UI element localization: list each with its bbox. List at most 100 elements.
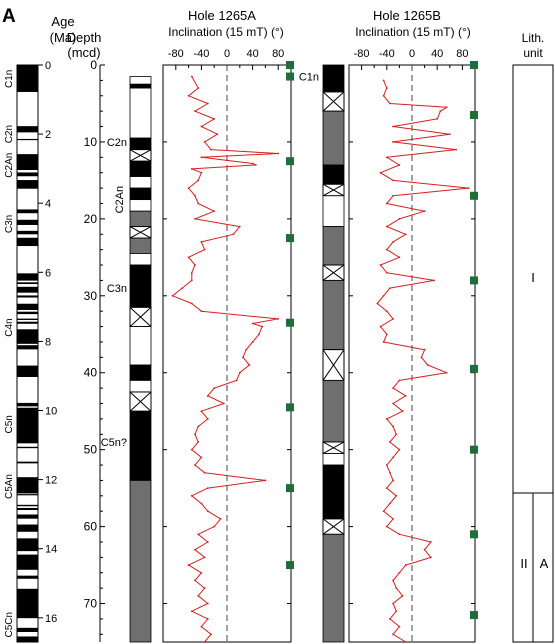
inclination-data-point: [392, 125, 394, 128]
age-normal-polarity-band: [17, 507, 38, 511]
inclination-data-point: [187, 564, 190, 566]
polarity-uncertain-band: [129, 237, 152, 254]
age-normal-polarity-band: [17, 365, 38, 377]
age-tick-label: 16: [45, 613, 57, 625]
sample-marker-square: [286, 318, 294, 327]
inclination-data-point: [398, 533, 401, 536]
inclination-data-point: [200, 502, 203, 505]
inclination-data-point: [392, 479, 394, 482]
inclination-data-point: [455, 148, 457, 151]
inclination-data-point: [392, 579, 394, 582]
inclination-data-point: [194, 464, 196, 466]
inclination-data-point: [190, 302, 193, 305]
polarity-normal-band: [129, 187, 152, 201]
inclination-data-point: [392, 633, 394, 636]
inclination-data-point: [206, 510, 209, 513]
inclination-data-point: [203, 141, 206, 143]
depth-tick-label: 20: [84, 212, 98, 226]
sample-marker-square: [470, 61, 478, 69]
polarity-uncertain-band: [322, 533, 345, 643]
inclination-data-point: [200, 410, 203, 413]
inclination-data-point: [398, 379, 401, 382]
inclination-data-point: [379, 264, 382, 266]
polarity-reversed-band: [129, 76, 152, 85]
inclination-data-point: [251, 322, 254, 325]
inclination-data-point: [401, 410, 404, 413]
polarity-normal-band: [129, 83, 152, 89]
age-normal-polarity-band: [17, 461, 38, 464]
inclination-data-point: [385, 417, 388, 420]
inclination-data-point: [206, 487, 209, 490]
inclination-data-point: [181, 287, 184, 290]
inclination-data-point: [187, 94, 190, 97]
inclination-data-point: [210, 633, 212, 636]
polarity-cross-line: [322, 183, 345, 197]
inclination-data-point: [404, 233, 407, 236]
age-tick-label: 8: [45, 336, 51, 348]
inclination-data-point: [194, 217, 196, 220]
inclination-data-point: [385, 225, 388, 228]
plot-x-tick-label: 80: [272, 48, 284, 60]
age-chron-label: C4n: [4, 318, 15, 336]
lith-unit-upper: I: [531, 270, 535, 285]
age-title-line2: (Ma): [50, 30, 77, 45]
lith-column: I II A: [512, 64, 554, 643]
plot-x-tick-label: -40: [379, 48, 395, 60]
inclination-data-point: [392, 317, 394, 320]
inclination-data-point: [197, 87, 200, 89]
sample-marker-square: [470, 111, 478, 120]
inclination-data-point: [200, 156, 203, 159]
polarity-normal-band: [129, 160, 152, 177]
sample-marker-square: [470, 364, 478, 373]
inclination-data-point: [197, 533, 200, 536]
polarity-uncertain-band: [129, 480, 152, 643]
inclination-data-point: [235, 379, 238, 382]
inclination-data-point: [261, 325, 264, 328]
depth-tick-label: 40: [84, 366, 98, 380]
inclination-data-point: [404, 641, 407, 643]
inclination-data-point: [242, 356, 244, 359]
polarity-reversed-band: [129, 87, 152, 139]
inclination-data-point: [187, 187, 190, 189]
age-tick-label: 6: [45, 267, 51, 279]
inclination-data-point: [385, 87, 388, 89]
inclination-data-point: [445, 106, 448, 109]
polarity-reversed-band: [322, 453, 345, 466]
inclination-data-point: [238, 371, 241, 374]
age-normal-polarity-band: [17, 538, 38, 552]
inclination-data-point: [385, 487, 388, 490]
inclination-data-point: [398, 625, 401, 628]
inclination-data-point: [395, 433, 398, 436]
plot-x-tick-label: 40: [246, 48, 258, 60]
depth-tick-label: 10: [84, 135, 98, 149]
inclination-data-point: [385, 310, 388, 313]
polarity-normal-band: [129, 264, 152, 308]
age-normal-polarity-band: [17, 311, 38, 315]
plot-x-tick-label: -40: [193, 48, 209, 60]
inclination-data-point: [251, 341, 254, 343]
inclination-data-point: [194, 110, 196, 113]
polarity-column-1265a: C2n C2An C3n C5n?: [101, 76, 152, 643]
inclination-data-point: [222, 402, 225, 405]
inclination-data-point: [213, 387, 216, 390]
inclination-data-point: [395, 587, 398, 590]
inclination-data-point: [376, 302, 379, 305]
inclination-data-point: [392, 602, 394, 605]
age-normal-polarity-band: [17, 295, 38, 298]
inclination-data-point: [439, 110, 442, 113]
inclination-data-point: [382, 79, 385, 82]
polarity-reversed-band: [129, 176, 152, 189]
inclination-data-point: [213, 117, 216, 120]
depth-title-line2: (mcd): [67, 45, 100, 60]
plot-title-1265a: Hole 1265A: [188, 8, 256, 23]
inclination-data-point: [423, 210, 426, 213]
polarity-reversed-band: [129, 199, 152, 212]
inclination-data-point: [203, 556, 206, 559]
polarity-reversed-band: [129, 253, 152, 266]
polarity-uncertain-band: [129, 210, 152, 227]
age-chron-label: C3n: [4, 215, 15, 233]
inclination-data-point: [430, 556, 432, 559]
age-normal-polarity-band: [17, 180, 38, 189]
inclination-data-point: [206, 541, 209, 543]
age-normal-polarity-band: [17, 636, 38, 642]
